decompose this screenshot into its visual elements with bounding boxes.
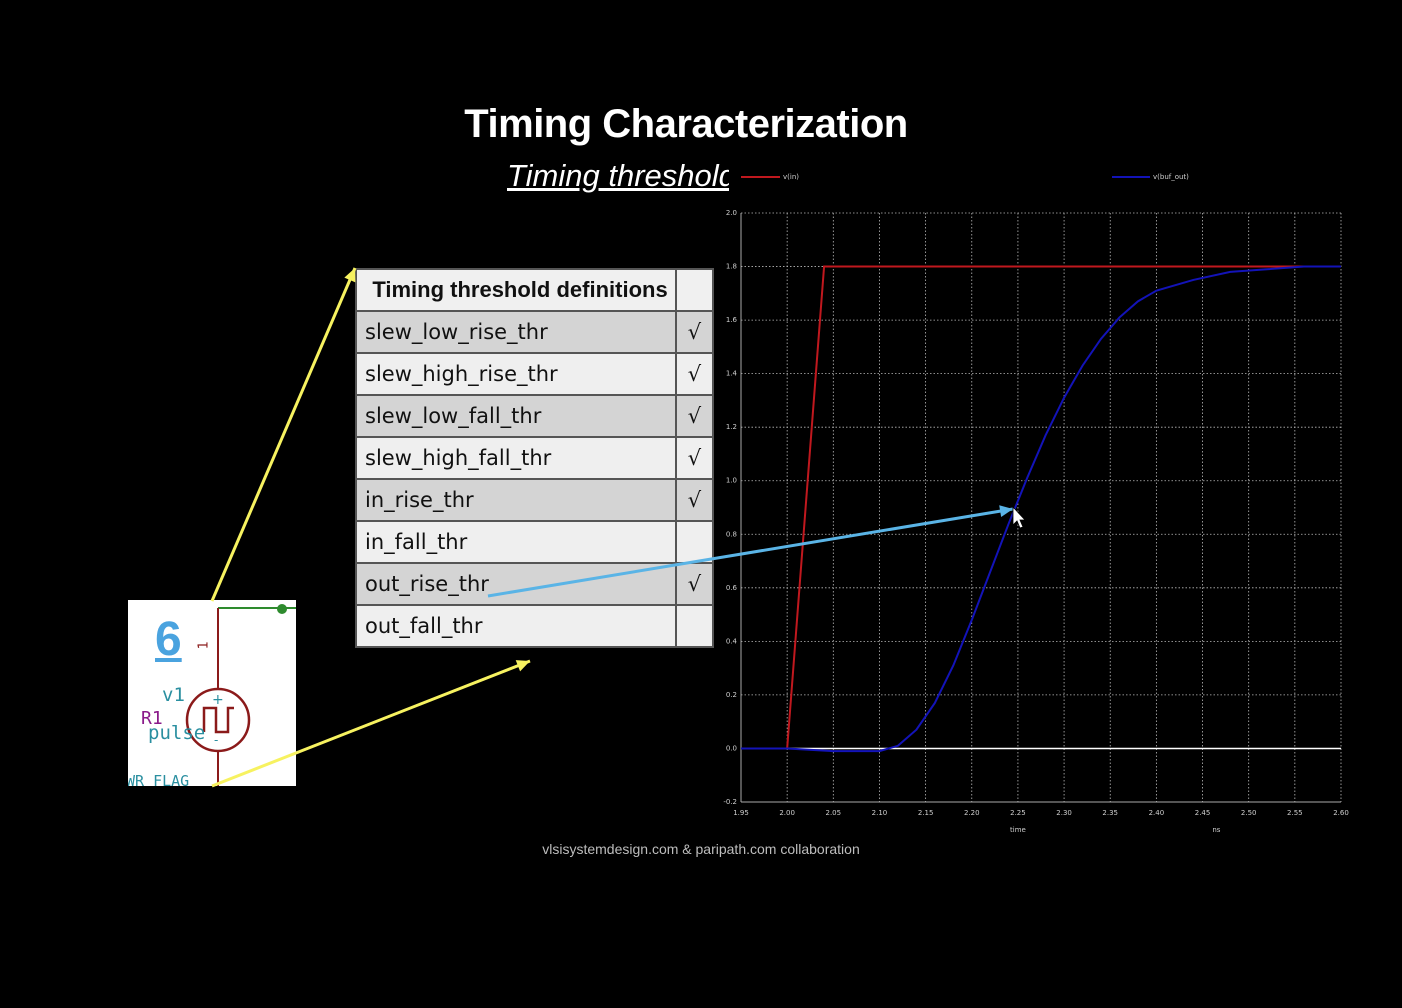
- table-row: slew_low_fall_thr √: [355, 394, 714, 438]
- source-type: pulse: [148, 722, 206, 744]
- x-tick-label: 2.20: [964, 809, 980, 817]
- yellow-arrow-to-table-bottom-head: [515, 660, 530, 672]
- pulse-source-icon: + -: [185, 604, 296, 786]
- checkmark-cell: √: [675, 436, 714, 480]
- threshold-name: slew_high_fall_thr: [355, 436, 677, 480]
- checkmark-cell: √: [675, 394, 714, 438]
- schematic-number: 6: [155, 613, 182, 666]
- table-row: out_rise_thr √: [355, 562, 714, 606]
- y-tick-label: 0.8: [726, 530, 737, 538]
- x-tick-label: 2.30: [1056, 809, 1072, 817]
- checkmark-cell: √: [675, 478, 714, 522]
- table-row: out_fall_thr: [355, 604, 714, 648]
- threshold-name: in_fall_thr: [355, 520, 677, 564]
- x-tick-label: 1.95: [733, 809, 749, 817]
- checkmark-cell: √: [675, 310, 714, 354]
- x-tick-label: 2.00: [779, 809, 795, 817]
- x-tick-label: 2.15: [918, 809, 934, 817]
- y-tick-label: 0.0: [726, 744, 737, 752]
- threshold-name: slew_high_rise_thr: [355, 352, 677, 396]
- mouse-cursor-icon: [1012, 505, 1026, 529]
- x-tick-label: 2.25: [1010, 809, 1026, 817]
- y-tick-label: 1.6: [726, 316, 738, 324]
- svg-text:+: +: [212, 692, 224, 708]
- x-tick-label: 2.45: [1195, 809, 1211, 817]
- checkmark-cell: [675, 604, 714, 648]
- threshold-name: slew_low_fall_thr: [355, 394, 677, 438]
- source-name: v1: [162, 684, 185, 706]
- x-tick-label: 2.10: [872, 809, 888, 817]
- checkmark-cell: [675, 520, 714, 564]
- yellow-arrow-to-table-bottom: [211, 659, 531, 788]
- threshold-table: Timing threshold definitions slew_low_ri…: [355, 268, 714, 648]
- table-row: slew_high_fall_thr √: [355, 436, 714, 480]
- y-tick-label: 0.2: [726, 691, 737, 699]
- x-tick-label: 2.50: [1241, 809, 1257, 817]
- table-row: in_fall_thr: [355, 520, 714, 564]
- schematic-snippet: + - 6 1 v1 R1 pulse WR_FLAG: [128, 600, 296, 786]
- yellow-arrow-to-table-top: [210, 267, 357, 602]
- threshold-name: in_rise_thr: [355, 478, 677, 522]
- x-tick-label: 2.35: [1102, 809, 1118, 817]
- y-tick-label: 0.6: [726, 584, 738, 592]
- legend-label: v(buf_out): [1153, 173, 1189, 181]
- table-row: slew_low_rise_thr √: [355, 310, 714, 354]
- slide-title: Timing Characterization: [464, 102, 908, 146]
- y-tick-label: -0.2: [723, 798, 737, 806]
- y-tick-label: 1.8: [726, 263, 737, 271]
- svg-text:-: -: [214, 733, 218, 747]
- legend-label: v(in): [783, 173, 799, 181]
- threshold-name: slew_low_rise_thr: [355, 310, 677, 354]
- table-header: Timing threshold definitions: [355, 268, 677, 312]
- x-axis-label: time: [1010, 826, 1026, 834]
- blue-arrow-out-rise-thr-head: [999, 505, 1013, 518]
- footer-credit: vlsisystemdesign.com & paripath.com coll…: [542, 841, 860, 857]
- y-tick-label: 1.0: [726, 477, 737, 485]
- checkmark-cell: √: [675, 352, 714, 396]
- y-tick-label: 1.2: [726, 423, 737, 431]
- table-header-row: Timing threshold definitions: [355, 268, 714, 312]
- ref-designator: R1: [141, 708, 163, 729]
- table-row: in_rise_thr √: [355, 478, 714, 522]
- threshold-name: out_fall_thr: [355, 604, 677, 648]
- flag-label: WR_FLAG: [128, 772, 190, 786]
- x-axis-unit: ns: [1212, 826, 1220, 834]
- threshold-name: out_rise_thr: [355, 562, 677, 606]
- series-line-v(in): [741, 265, 1341, 750]
- table-header-check-cell: [675, 268, 714, 312]
- x-tick-label: 2.40: [1149, 809, 1165, 817]
- y-tick-label: 0.4: [726, 637, 738, 645]
- x-tick-label: 2.60: [1333, 809, 1349, 817]
- blue-arrow-out-rise-thr: [487, 507, 1014, 598]
- yellow-arrow-to-table-top-head: [344, 268, 356, 283]
- x-tick-label: 2.55: [1287, 809, 1303, 817]
- table-row: slew_high_rise_thr √: [355, 352, 714, 396]
- slide-subtitle: Timing threshold: [507, 158, 729, 193]
- x-tick-label: 2.05: [826, 809, 842, 817]
- y-tick-label: 2.0: [726, 209, 737, 217]
- series-line-v(buf_out): [741, 265, 1341, 753]
- checkmark-cell: √: [675, 562, 714, 606]
- y-tick-label: 1.4: [726, 370, 738, 378]
